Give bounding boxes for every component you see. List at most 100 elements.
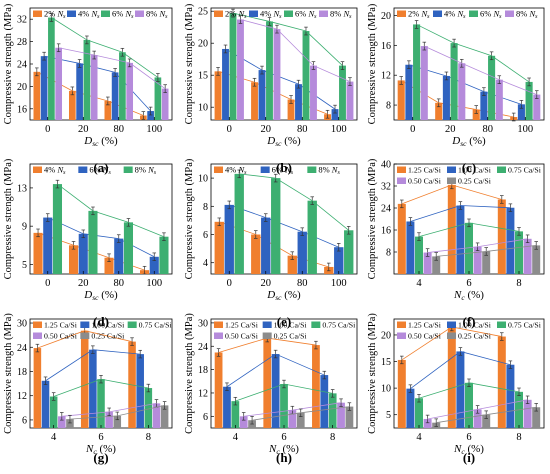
bar — [83, 39, 91, 120]
bar — [147, 111, 154, 120]
bar — [405, 64, 413, 120]
legend-label: 6% Ns — [89, 165, 111, 177]
bar — [239, 416, 248, 428]
trend-line — [401, 184, 502, 205]
x-tick-label: 80 — [114, 278, 125, 289]
legend-label: 2% Ns — [408, 9, 430, 21]
bar — [447, 184, 456, 274]
bar — [251, 82, 258, 120]
bar — [68, 245, 79, 274]
legend: 2% Ns 4% Ns 6% Ns 8% Ns — [214, 9, 352, 20]
legend-swatch — [307, 166, 317, 173]
y-tick-label: 20 — [381, 11, 391, 22]
bar — [161, 88, 169, 120]
bar — [237, 19, 244, 120]
bar — [532, 245, 541, 274]
legend-swatch — [249, 10, 258, 17]
trend-line — [51, 17, 159, 78]
x-tick-label: 0 — [227, 124, 232, 135]
legend-swatch — [135, 10, 144, 17]
legend: 1.25 Ca/Si 1.00 Ca/Si 0.75 Ca/Si 0.50 Ca/Si… — [397, 321, 542, 341]
bar — [482, 251, 491, 274]
y-tick-label: 20 — [381, 330, 391, 341]
bar — [78, 233, 88, 274]
bar — [261, 217, 271, 274]
chart-panel-4: 5 9 13 0 20 80 100 Dsc (%) Compressive strength … — [3, 158, 173, 329]
y-tick-label: 4 — [203, 258, 208, 269]
trend-line — [45, 349, 141, 382]
plot-frame — [210, 7, 358, 121]
y-tick-label: 32 — [17, 15, 27, 26]
legend-label: 8% Ns — [516, 9, 538, 21]
x-tick-label: 100 — [517, 124, 533, 135]
legend-label: 6% Ns — [272, 165, 294, 177]
legend-swatch — [469, 10, 478, 17]
x-tick-label: 8 — [516, 432, 521, 443]
legend-swatch — [505, 10, 514, 17]
y-tick-label: 16 — [381, 226, 391, 237]
legend-label: 1.00 Ca/Si — [274, 321, 308, 330]
bar — [506, 207, 515, 274]
trend-line — [61, 402, 157, 417]
legend-swatch — [78, 166, 88, 173]
bar — [214, 221, 224, 274]
bar — [271, 178, 281, 274]
trend-line — [410, 205, 511, 222]
trend-line — [235, 383, 333, 402]
bar — [41, 380, 50, 428]
y-tick-label: 25 — [198, 7, 208, 18]
bar — [114, 238, 124, 274]
bar — [222, 48, 229, 120]
legend-swatch — [397, 166, 406, 173]
y-tick-label: 16 — [17, 104, 27, 115]
panel-label: (i) — [463, 450, 475, 465]
trend-line — [252, 406, 350, 421]
bar — [450, 43, 458, 120]
legend: 1.25 Ca/Si 1.00 Ca/Si 0.75 Ca/Si 0.50 Ca/Si… — [33, 321, 172, 341]
bar — [473, 409, 482, 428]
bar — [465, 382, 473, 428]
trend-line — [427, 238, 528, 253]
y-axis-label: Compressive strength (MPa) — [184, 3, 195, 124]
bar — [339, 65, 346, 120]
y-tick-label: 28 — [17, 37, 27, 48]
chart-panel-8: 6 12 18 24 30 4 6 8 Nc (%) Compressive strength (… — [184, 313, 358, 465]
x-tick-label: 8 — [516, 278, 521, 289]
bar — [224, 204, 234, 274]
y-tick-label: 12 — [198, 388, 208, 399]
bar — [458, 63, 466, 120]
bar — [271, 354, 280, 428]
legend-label: 1.00 Ca/Si — [458, 166, 492, 175]
bar — [223, 386, 231, 428]
y-tick-label: 24 — [17, 60, 27, 71]
x-tick-label: 80 — [297, 278, 308, 289]
y-axis-label: Compressive strength (MPa) — [367, 158, 378, 279]
bar — [68, 90, 76, 120]
x-axis-label: Nc (%) — [268, 443, 299, 456]
bar — [497, 199, 506, 274]
bar — [251, 234, 261, 274]
bar — [310, 65, 317, 120]
bar — [397, 203, 406, 274]
bar — [76, 63, 83, 120]
bar — [160, 405, 169, 428]
trend-line — [436, 245, 537, 257]
trend-line — [424, 45, 537, 95]
chart-panel-9: 5 10 15 20 4 6 8 Nc (%) Compressive strength (MP… — [367, 313, 545, 465]
bar — [415, 398, 423, 428]
bar — [472, 109, 480, 120]
panel-label: (g) — [93, 450, 108, 465]
plot-frame — [29, 163, 173, 275]
bar — [302, 31, 310, 120]
bar — [297, 231, 307, 274]
trend-line — [410, 350, 511, 389]
bar — [406, 221, 415, 274]
bar — [40, 56, 48, 120]
trend-line — [418, 222, 520, 237]
legend-swatch — [397, 321, 406, 328]
y-tick-label: 32 — [381, 182, 391, 193]
chart-panel-1: 16 20 24 28 32 0 20 80 100 Dsc (%) Compressive str… — [3, 3, 173, 175]
x-tick-label: 0 — [45, 124, 50, 135]
legend-swatch — [67, 10, 76, 17]
